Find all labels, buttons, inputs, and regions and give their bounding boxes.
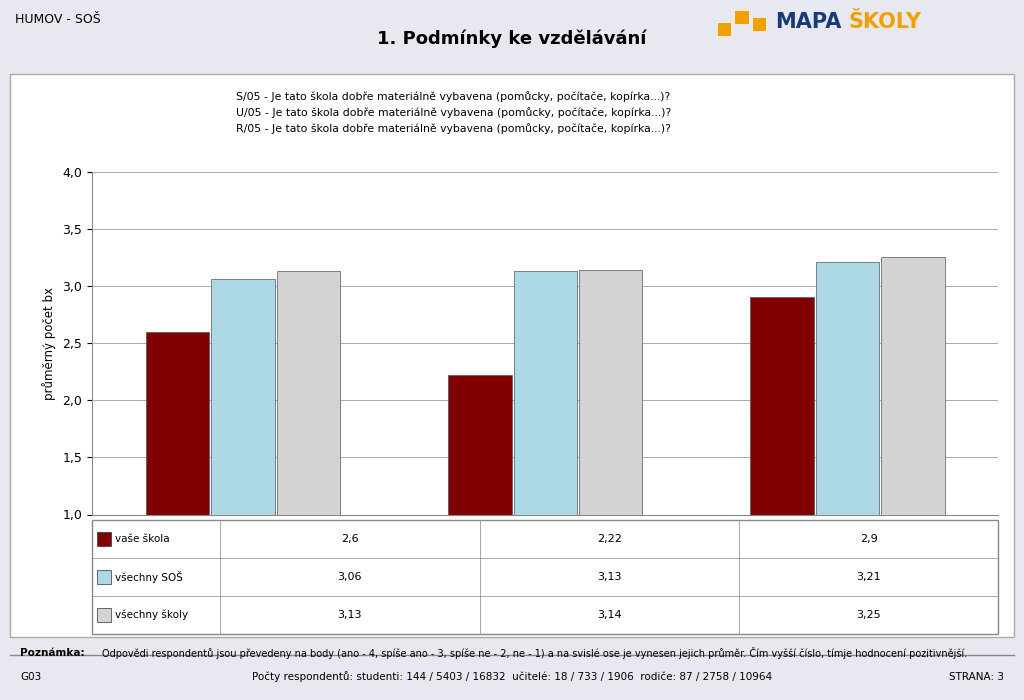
Text: 1. Podmínky ke vzdělávání: 1. Podmínky ke vzdělávání	[377, 29, 647, 48]
Text: 3,06: 3,06	[338, 572, 362, 582]
Bar	[751, 298, 814, 629]
Text: všechny SOŠ: všechny SOŠ	[115, 570, 182, 583]
Text: Počty respondentů: studenti: 144 / 5403 / 16832  učitelé: 18 / 733 / 1906  rodič: Počty respondentů: studenti: 144 / 5403 …	[252, 671, 772, 682]
Bar	[579, 270, 642, 629]
Text: 3,14: 3,14	[597, 610, 622, 620]
Bar	[816, 262, 879, 629]
Text: HUMOV - SOŠ: HUMOV - SOŠ	[15, 13, 101, 26]
Text: ŠKOLY: ŠKOLY	[849, 13, 922, 32]
Text: G03: G03	[20, 672, 42, 682]
Text: 3,21: 3,21	[856, 572, 881, 582]
Text: 2,6: 2,6	[341, 534, 358, 544]
Text: 3,13: 3,13	[597, 572, 622, 582]
Text: MAPA: MAPA	[775, 13, 842, 32]
Bar	[881, 258, 944, 629]
Text: U/05 - Je tato škola dobře materiálně vybavena (pomůcky, počítače, kopírka...)?: U/05 - Je tato škola dobře materiálně vy…	[236, 107, 671, 118]
Text: STRANA: 3: STRANA: 3	[948, 672, 1004, 682]
Bar	[212, 279, 274, 629]
Bar	[449, 375, 512, 629]
Text: 2,22: 2,22	[597, 534, 622, 544]
Bar	[514, 271, 577, 629]
Bar	[146, 332, 210, 629]
Y-axis label: průměrný počet bx: průměrný počet bx	[42, 286, 55, 400]
Text: všechny školy: všechny školy	[115, 609, 187, 620]
Text: 2,9: 2,9	[860, 534, 878, 544]
Text: 3,13: 3,13	[338, 610, 362, 620]
Text: 3,25: 3,25	[856, 610, 881, 620]
Text: S/05 - Je tato škola dobře materiálně vybavena (pomůcky, počítače, kopírka...)?: S/05 - Je tato škola dobře materiálně vy…	[236, 91, 670, 102]
Bar	[276, 271, 340, 629]
Text: R/05 - Je tato škola dobře materiálně vybavena (pomůcky, počítače, kopírka...)?: R/05 - Je tato škola dobře materiálně vy…	[236, 123, 671, 134]
Text: vaše škola: vaše škola	[115, 534, 169, 544]
Text: Poznámka:: Poznámka:	[20, 648, 85, 658]
Text: Odpovědi respondentů jsou převedeny na body (ano - 4, spíše ano - 3, spíše ne - : Odpovědi respondentů jsou převedeny na b…	[102, 647, 968, 659]
